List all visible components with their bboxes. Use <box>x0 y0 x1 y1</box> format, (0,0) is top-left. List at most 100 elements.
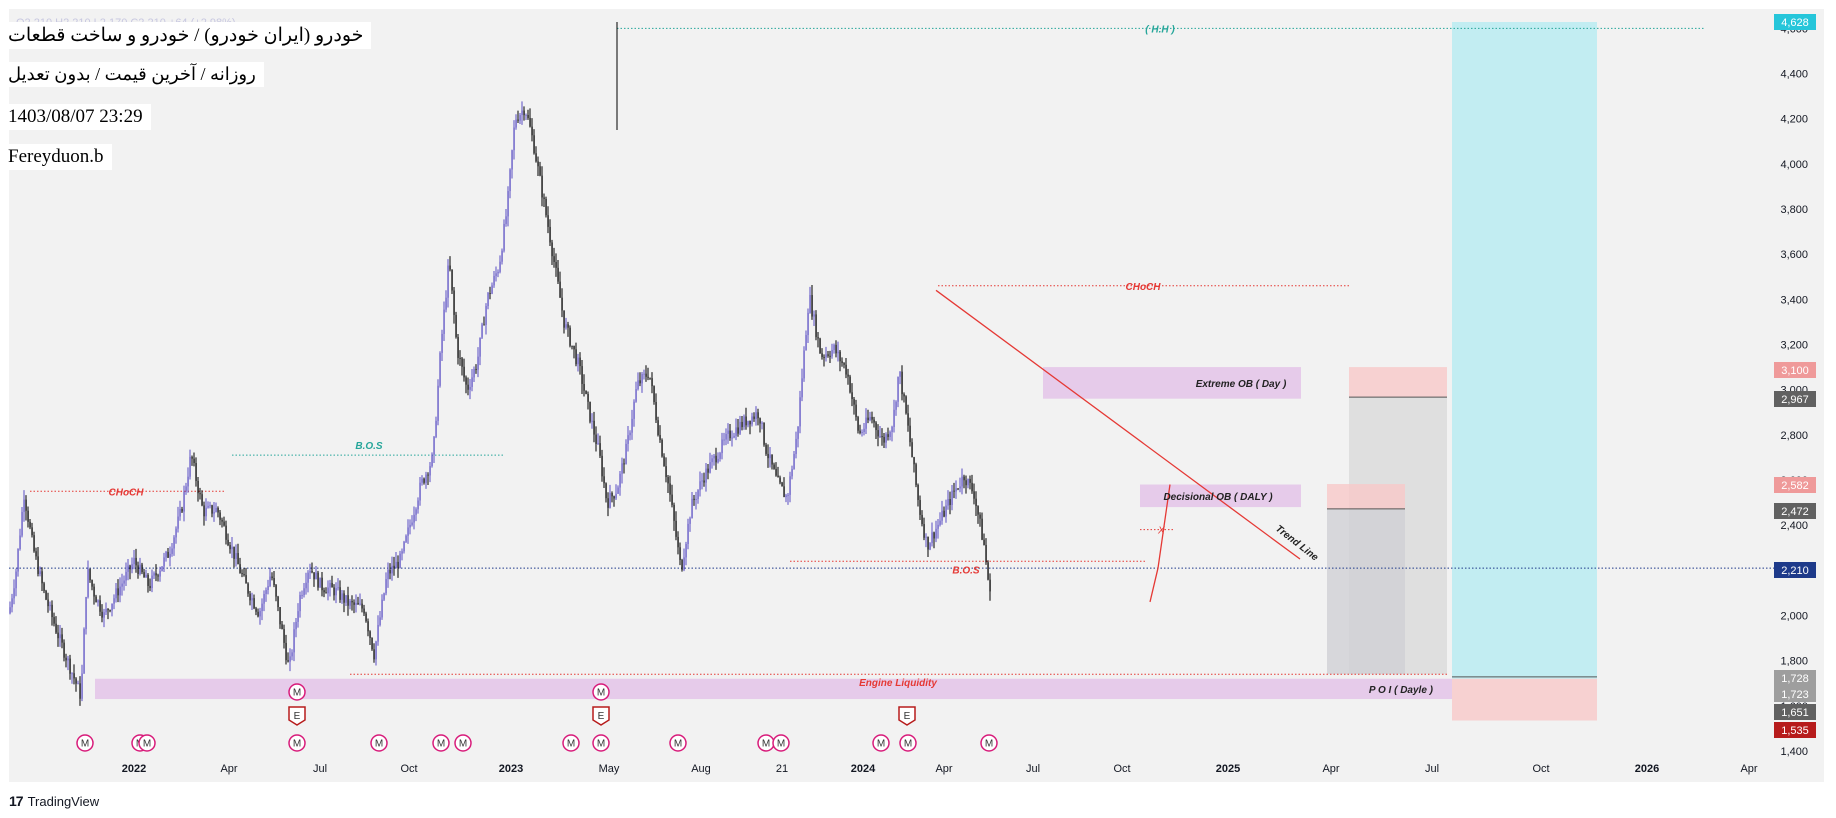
candle-body <box>897 376 899 402</box>
candle-body <box>971 482 973 492</box>
candle-body <box>823 356 825 358</box>
tradingview-branding[interactable]: 17 TradingView <box>9 793 99 809</box>
candle-body <box>265 590 267 594</box>
candle-body <box>747 420 749 426</box>
decisional-ob-zone <box>1140 484 1301 508</box>
price-tick-label: 1,400 <box>1780 746 1808 758</box>
candle-body <box>725 433 727 440</box>
price-axis: 1,4001,6001,8002,0002,2002,4002,6002,800… <box>1774 14 1816 758</box>
candle-body <box>447 265 449 298</box>
time-tick-label: 2026 <box>1635 763 1659 775</box>
candle-body <box>785 495 787 498</box>
candle-body <box>511 150 513 170</box>
candle-body <box>647 376 649 378</box>
candle-body <box>679 547 681 560</box>
candle-body <box>477 356 479 370</box>
candle-body <box>227 539 229 546</box>
candle-body <box>691 498 693 519</box>
candle-body <box>319 577 321 588</box>
candle-body <box>363 608 365 614</box>
candle-body <box>107 608 109 611</box>
candle-body <box>219 512 221 520</box>
m-mark-letter: M <box>777 739 785 750</box>
candle-body <box>313 572 315 580</box>
candle-body <box>977 506 979 515</box>
candle-body <box>743 416 745 428</box>
projection-path <box>1149 484 1171 603</box>
price-tick-label: 2,000 <box>1780 610 1808 622</box>
candle-body <box>599 443 601 456</box>
candle-body <box>845 364 847 375</box>
candle-body <box>933 532 935 539</box>
candle-body <box>875 422 877 431</box>
candle-body <box>719 453 721 459</box>
candle-body <box>835 344 837 354</box>
candle-body <box>177 516 179 529</box>
candle-body <box>527 114 529 118</box>
candle-body <box>77 683 79 685</box>
candle-body <box>141 564 143 573</box>
candle-body <box>867 417 869 421</box>
candle-body <box>615 493 617 499</box>
annotation-layer: ( H.H ) CHoCH CHoCH B.O.S B.O.S Engine Liquid… <box>109 24 1434 696</box>
candle-body <box>549 226 551 243</box>
candle-body <box>921 514 923 525</box>
candle-body <box>125 571 127 581</box>
candle-body <box>399 553 401 568</box>
time-tick-label: May <box>599 763 620 775</box>
candle-body <box>35 551 37 557</box>
m-mark-circle <box>562 734 580 752</box>
candle-body <box>777 475 779 478</box>
candle-body <box>255 608 257 612</box>
candle-body <box>115 588 117 599</box>
candle-body <box>751 416 753 425</box>
candle-body <box>849 376 851 393</box>
price-tick-label: 4,200 <box>1780 114 1808 126</box>
price-tick-label: 4,000 <box>1780 159 1808 171</box>
candle-body <box>833 344 835 351</box>
price-label-box <box>1774 391 1816 407</box>
candle-body <box>925 536 927 538</box>
candle-body <box>695 499 697 501</box>
candle-body <box>705 468 707 483</box>
candle-body <box>103 612 105 618</box>
candle-body <box>137 565 139 574</box>
candle-body <box>711 458 713 463</box>
candle-body <box>865 417 867 429</box>
price-label-text: 1,728 <box>1781 673 1809 685</box>
candle-body <box>819 338 821 354</box>
candle-body <box>299 595 301 612</box>
candle-body <box>947 499 949 506</box>
candle-body <box>755 412 757 419</box>
e-mark-letter: E <box>904 711 911 722</box>
candle-body <box>55 623 57 633</box>
candle-body <box>341 593 343 600</box>
candle-body <box>661 439 663 457</box>
candle-body <box>323 590 325 593</box>
candle-body <box>771 454 773 465</box>
candle-body <box>349 600 351 606</box>
time-tick-label: Oct <box>1113 763 1130 775</box>
candle-body <box>465 377 467 385</box>
candle-body <box>93 586 95 597</box>
candle-body <box>49 604 51 607</box>
candle-body <box>99 600 101 612</box>
candle-body <box>187 476 189 487</box>
candle-body <box>663 456 665 467</box>
candle-body <box>203 505 205 517</box>
candle-body <box>289 656 291 662</box>
candle-body <box>489 293 491 295</box>
candle-body <box>689 518 691 524</box>
price-tick-label: 3,800 <box>1780 204 1808 216</box>
candle-body <box>367 621 369 632</box>
candle-body <box>859 430 861 434</box>
candle-body <box>855 404 857 418</box>
candle-body <box>561 297 563 311</box>
candle-body <box>407 527 409 536</box>
price-label-box <box>1774 686 1816 702</box>
candle-body <box>33 535 35 552</box>
candle-body <box>939 520 941 525</box>
candle-body <box>803 350 805 379</box>
candle-body <box>435 420 437 437</box>
